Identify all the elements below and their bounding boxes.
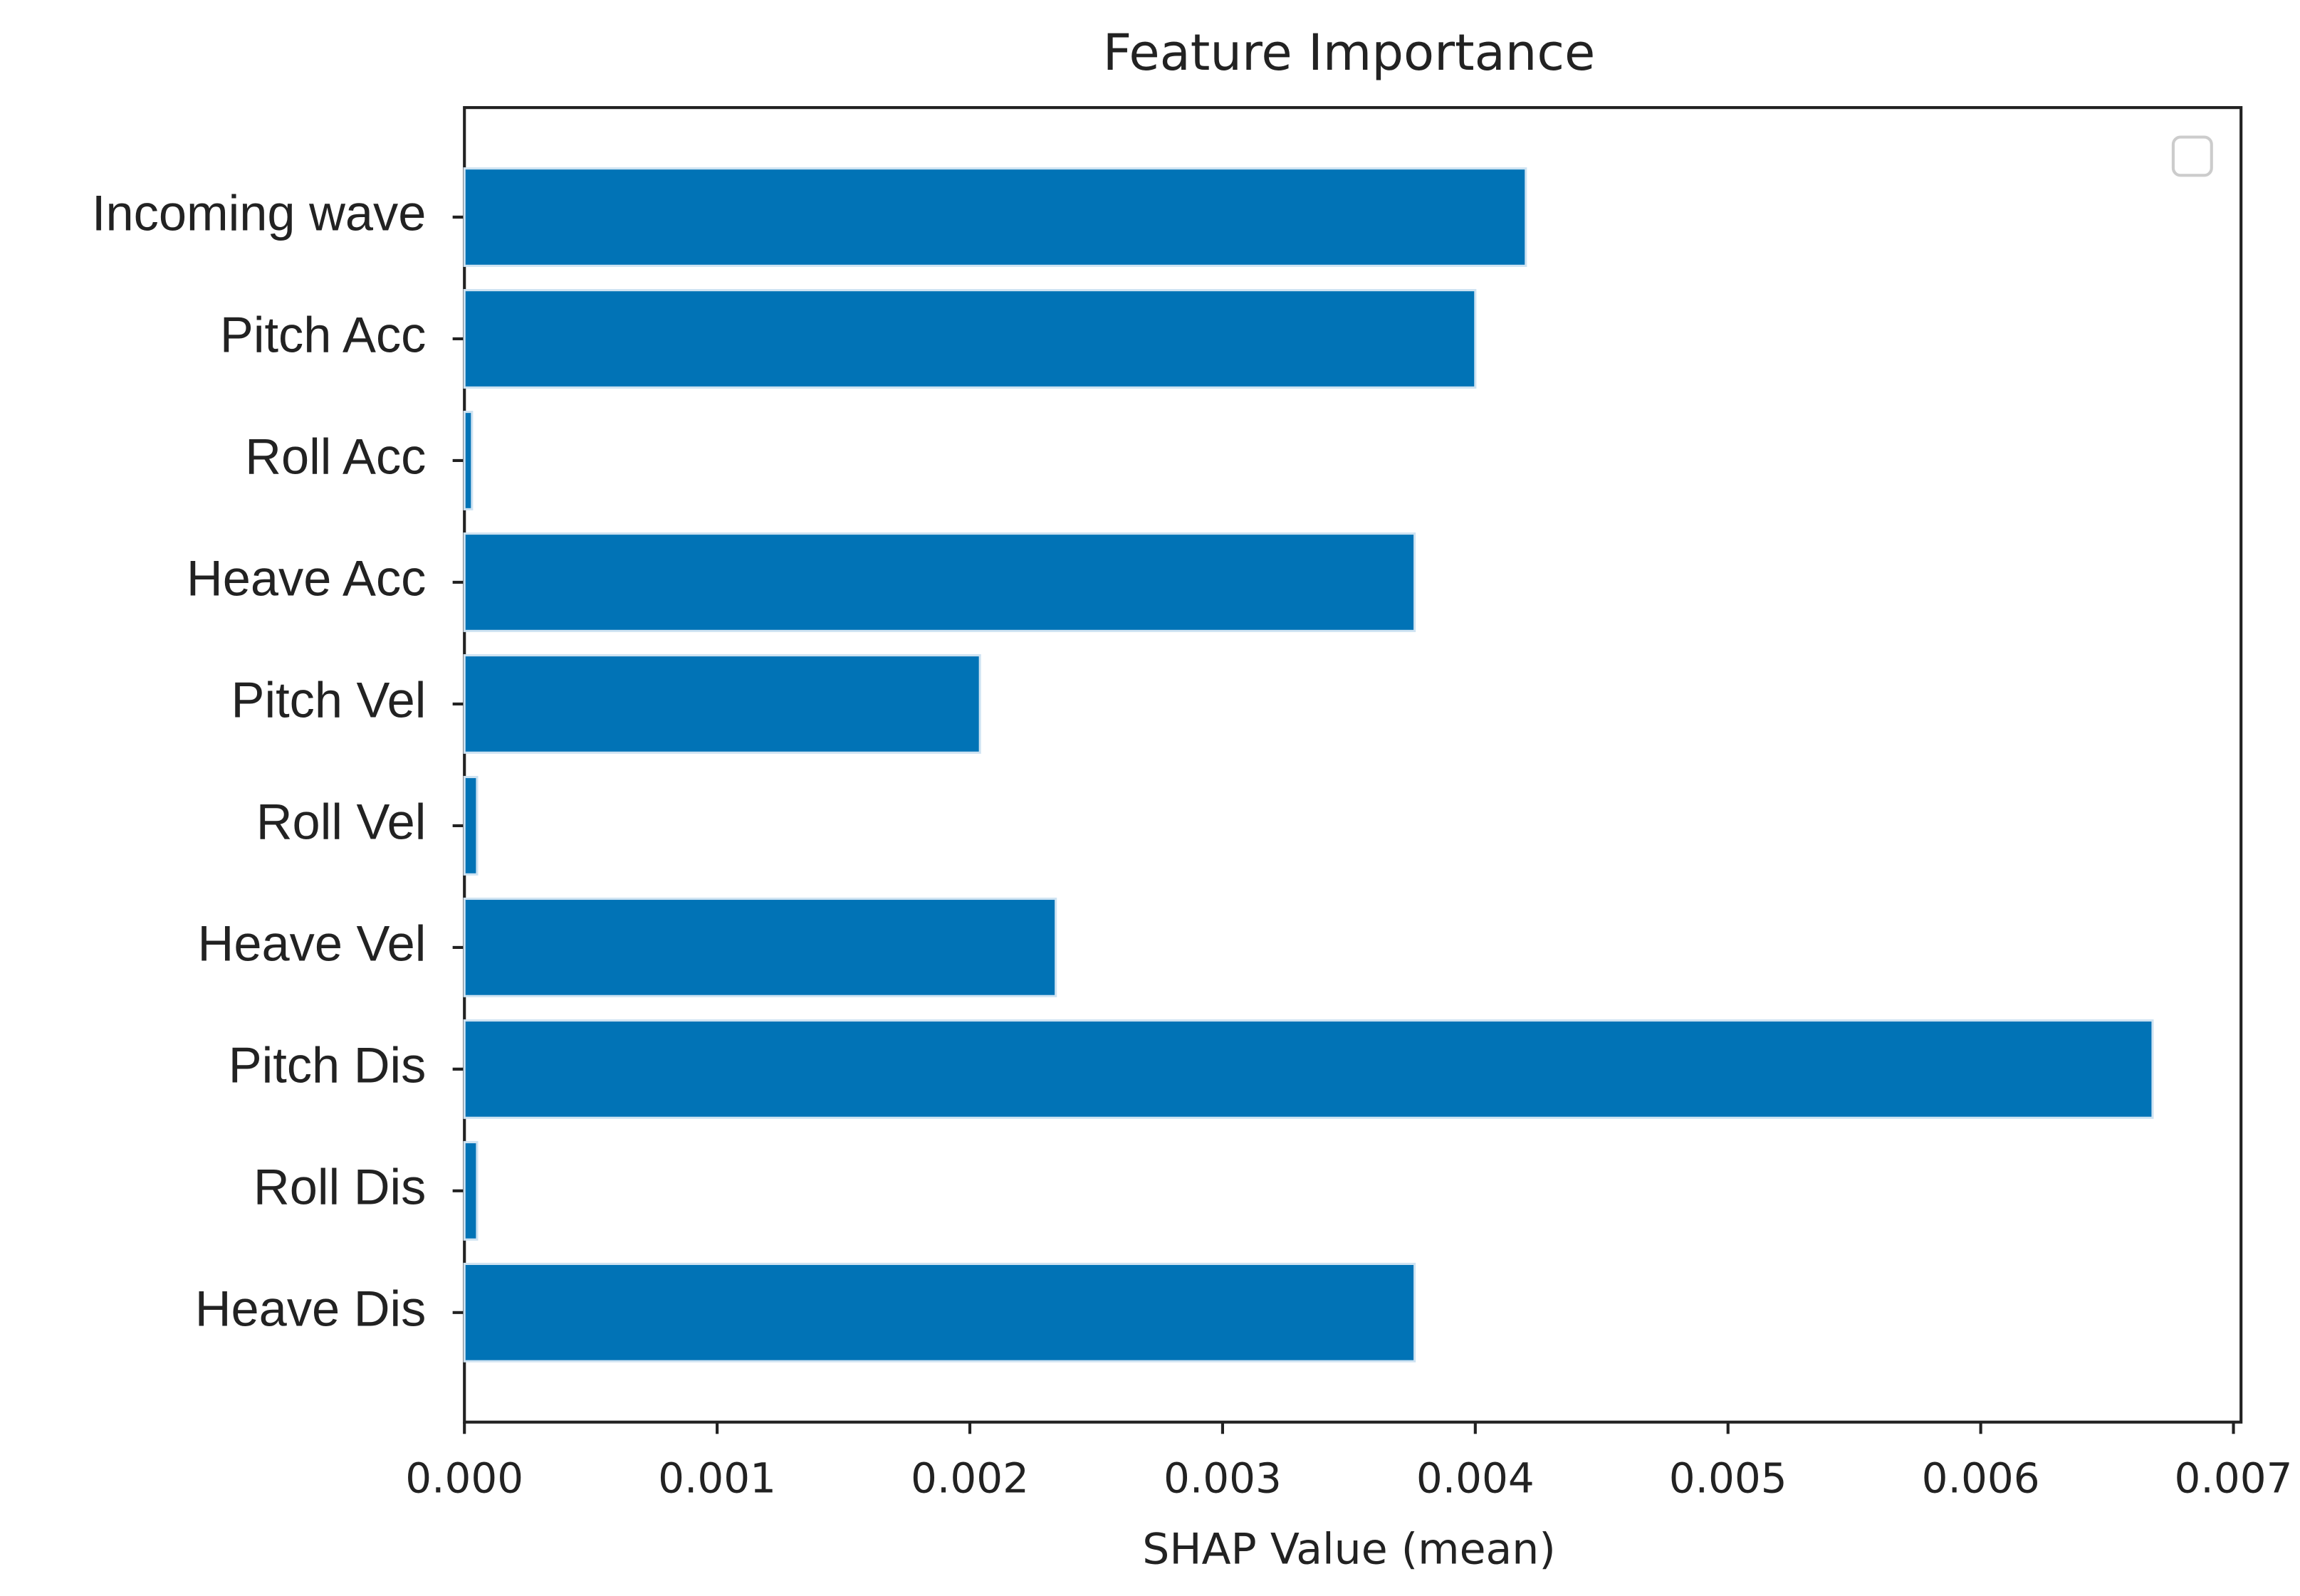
bar [463,411,474,510]
bar [463,532,1416,632]
x-tick-label: 0.007 [2175,1454,2293,1503]
y-tick-label: Roll Vel [256,794,427,850]
y-tick-label: Heave Dis [195,1280,427,1336]
bar [463,653,981,754]
x-tick-label: 0.000 [405,1454,523,1503]
legend [2171,135,2213,177]
bar [463,167,1527,267]
x-tick-label: 0.005 [1669,1454,1787,1503]
y-tick-label: Heave Acc [187,550,426,607]
y-tick-label: Roll Acc [245,429,426,485]
chart-title: Feature Importance [1103,23,1596,82]
x-tick-label: 0.002 [911,1454,1029,1503]
y-tick-label: Pitch Acc [220,307,426,363]
y-tick-label: Roll Dis [253,1158,426,1214]
y-tick-label: Pitch Dis [229,1036,427,1093]
x-tick-label: 0.006 [1922,1454,2040,1503]
bar [463,1262,1416,1363]
x-tick-label: 0.001 [658,1454,776,1503]
x-tick-label: 0.004 [1416,1454,1535,1503]
bar [463,1140,479,1241]
bar [463,289,1477,389]
x-tick-label: 0.003 [1164,1454,1282,1503]
bar [463,897,1057,997]
x-axis-label: SHAP Value (mean) [1142,1524,1556,1574]
bar [463,1019,2154,1119]
bar [463,775,479,876]
y-tick-label: Pitch Vel [231,672,427,728]
plot-frame [463,106,2243,1424]
y-tick-label: Heave Vel [198,915,427,971]
y-tick-label: Incoming wave [92,185,426,241]
